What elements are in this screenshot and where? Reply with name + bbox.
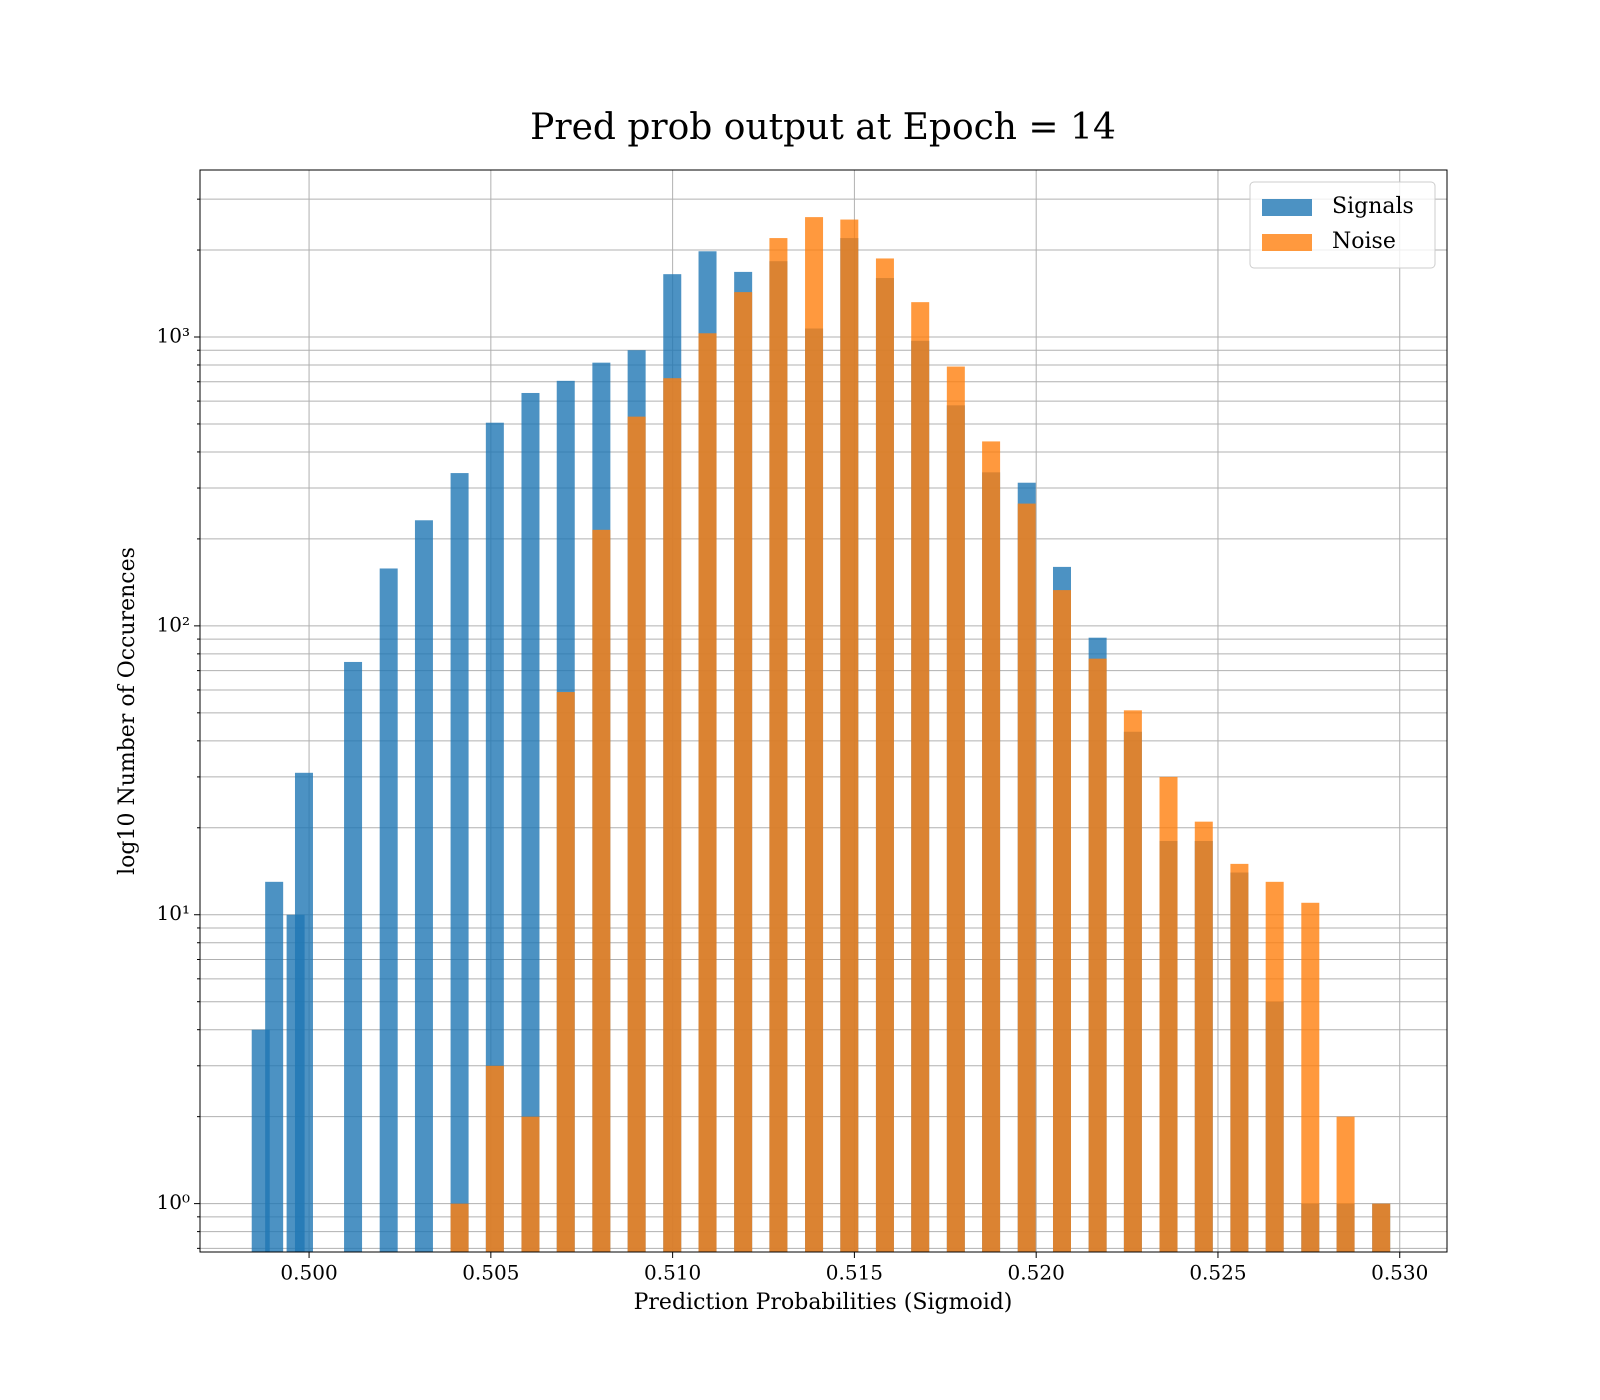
- bar: [1159, 776, 1178, 1252]
- bar: [734, 292, 753, 1252]
- bars: [251, 217, 1391, 1252]
- bar: [982, 441, 1001, 1252]
- bar: [450, 473, 469, 1252]
- y-axis-label: log10 Number of Occurences: [115, 547, 140, 875]
- plot-frame: [199, 169, 1448, 1253]
- y-tick-label: 10³: [157, 323, 190, 347]
- bar: [1301, 902, 1320, 1252]
- x-tick-label: 0.510: [644, 1261, 701, 1285]
- legend-label: Noise: [1332, 229, 1396, 254]
- bar: [592, 529, 611, 1252]
- bar: [521, 392, 540, 1252]
- bar: [485, 422, 504, 1252]
- legend-label: Signals: [1332, 194, 1414, 219]
- bar: [1123, 710, 1142, 1252]
- bar: [414, 520, 433, 1252]
- bar: [556, 692, 575, 1252]
- bar: [294, 772, 313, 1252]
- chart-title: Pred prob output at Epoch = 14: [530, 107, 1116, 148]
- x-tick-label: 0.525: [1189, 1261, 1246, 1285]
- bar: [1230, 863, 1249, 1252]
- bar: [911, 302, 930, 1252]
- bar: [1194, 821, 1213, 1252]
- x-axis-label: Prediction Probabilities (Sigmoid): [634, 1290, 1013, 1315]
- bar: [265, 881, 284, 1252]
- bar: [379, 568, 398, 1252]
- bar: [875, 258, 894, 1252]
- bar: [1052, 590, 1071, 1252]
- bar: [521, 1116, 540, 1252]
- y-tick-label: 10²: [157, 612, 190, 636]
- bar: [840, 219, 859, 1252]
- bar: [485, 1065, 504, 1252]
- bar: [1336, 1116, 1355, 1252]
- bar: [663, 378, 682, 1252]
- x-tick-label: 0.530: [1371, 1261, 1428, 1285]
- legend-swatch: [1262, 234, 1312, 251]
- legend-swatch: [1262, 199, 1312, 216]
- x-tick-label: 0.505: [462, 1261, 519, 1285]
- bar: [698, 333, 717, 1252]
- bar: [1088, 658, 1107, 1252]
- x-tick-label: 0.500: [280, 1261, 337, 1285]
- y-tick-label: 10⁰: [157, 1190, 190, 1214]
- x-tick-label: 0.515: [826, 1261, 883, 1285]
- bar: [450, 1203, 469, 1252]
- bar: [1372, 1203, 1391, 1252]
- bar: [627, 416, 646, 1252]
- bar: [946, 366, 965, 1252]
- bar: [1265, 881, 1284, 1252]
- x-tick-label: 0.520: [1008, 1261, 1065, 1285]
- y-tick-label: 10¹: [157, 901, 190, 925]
- bar: [1017, 503, 1036, 1252]
- bar: [344, 661, 363, 1252]
- bar: [769, 238, 788, 1252]
- bar: [805, 217, 824, 1252]
